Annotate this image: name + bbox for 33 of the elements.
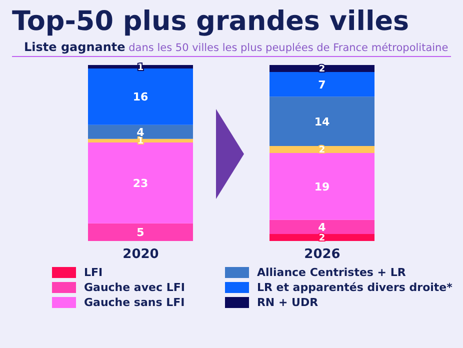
bar — [88, 142, 193, 224]
data-label: 7 — [318, 78, 326, 92]
bar — [270, 153, 374, 220]
legend-label: Gauche avec LFI — [84, 281, 185, 294]
legend-label: Alliance Centristes + LR — [256, 266, 406, 279]
data-label: 5 — [136, 226, 144, 240]
data-label: 23 — [132, 176, 148, 190]
legend-label: LFI — [84, 266, 103, 279]
bar — [88, 138, 193, 142]
legend-label: Gauche sans LFI — [84, 296, 185, 309]
bar — [270, 234, 374, 241]
x-tick-label: 2020 — [122, 247, 159, 262]
data-label: 16 — [132, 90, 148, 104]
bar — [270, 220, 374, 234]
bar — [270, 72, 374, 97]
data-label: 19 — [314, 180, 330, 194]
data-label: 14 — [314, 115, 330, 128]
data-label: 4 — [318, 220, 326, 234]
legend-label: LR et apparentés divers droite* — [256, 281, 452, 294]
bar — [88, 223, 193, 241]
data-label: 2 — [318, 233, 326, 244]
bar — [88, 124, 193, 139]
data-label: 2 — [318, 145, 326, 156]
bar — [270, 146, 374, 153]
bar — [270, 96, 374, 146]
bar — [88, 65, 193, 69]
bar — [270, 65, 374, 72]
x-tick-label: 2026 — [304, 247, 340, 262]
bar — [88, 68, 193, 125]
chart-title: Top-50 plus grandes villes — [11, 5, 410, 38]
data-label: 2 — [318, 64, 326, 75]
chart-subtitle: Liste gagnante dans les 50 villes les plus peuplées de France métropolitaine — [12, 38, 451, 57]
legend-label: RN + UDR — [256, 296, 318, 309]
